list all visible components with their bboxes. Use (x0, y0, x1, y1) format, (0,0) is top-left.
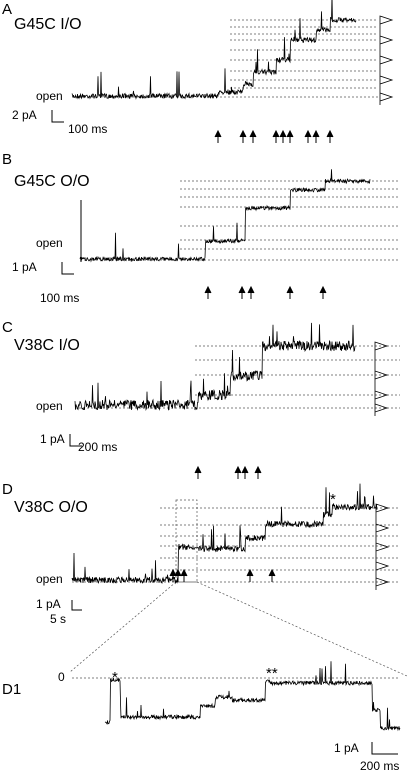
scale-y: 1 pA (334, 741, 359, 755)
scale-x: 100 ms (40, 291, 79, 305)
arrow (246, 568, 254, 582)
arrow (268, 568, 276, 582)
scale-x: 100 ms (68, 122, 107, 136)
scale-y: 1 pA (36, 597, 61, 611)
arrow (272, 129, 280, 143)
arrow (279, 129, 287, 143)
panel-label: D1 (2, 681, 21, 698)
marker: * (112, 669, 118, 686)
scale-x: 200 ms (78, 440, 117, 454)
amplitude-histogram (374, 341, 389, 416)
marker: * (330, 491, 336, 508)
arrow (249, 129, 257, 143)
panel-title: G45C I/O (14, 16, 82, 33)
current-trace (79, 169, 371, 263)
amplitude-histogram (379, 15, 394, 105)
arrow (169, 568, 177, 582)
panel-label: A (2, 1, 12, 18)
scale-x: 200 ms (360, 759, 399, 773)
arrow (204, 285, 212, 299)
arrow (254, 465, 262, 479)
panel-label: C (2, 319, 13, 336)
open-label: open (36, 572, 63, 586)
arrow (180, 568, 188, 582)
arrow (214, 129, 222, 143)
amplitude-histogram (375, 503, 390, 590)
arrow (326, 129, 334, 143)
scale-bars (51, 110, 398, 755)
scale-y: 2 pA (12, 108, 37, 122)
zero-label: 0 (58, 670, 65, 684)
arrow (304, 129, 312, 143)
arrow (174, 568, 182, 582)
arrow (319, 285, 327, 299)
panel-title: G45C O/O (14, 173, 90, 190)
marker: ** (266, 665, 278, 682)
arrow (247, 285, 255, 299)
open-label: open (36, 236, 63, 250)
current-trace (74, 322, 356, 411)
current-trace (71, 0, 357, 100)
zoom-box (69, 499, 407, 679)
arrow (234, 465, 242, 479)
panel-label: B (2, 151, 12, 168)
open-label: open (36, 399, 63, 413)
current-trace (104, 661, 401, 732)
open-label: open (36, 89, 63, 103)
arrow (238, 285, 246, 299)
scale-y: 1 pA (40, 432, 65, 446)
panel-label: D (2, 481, 13, 498)
panel-title: V38C O/O (14, 499, 88, 516)
arrow (312, 129, 320, 143)
scale-y: 1 pA (12, 260, 37, 274)
scale-x: 5 s (50, 612, 66, 626)
arrow (286, 129, 294, 143)
arrow (194, 465, 202, 479)
arrow (241, 465, 249, 479)
current-trace (71, 483, 378, 585)
arrow (239, 129, 247, 143)
panel-title: V38C I/O (14, 337, 80, 354)
arrow (286, 285, 294, 299)
